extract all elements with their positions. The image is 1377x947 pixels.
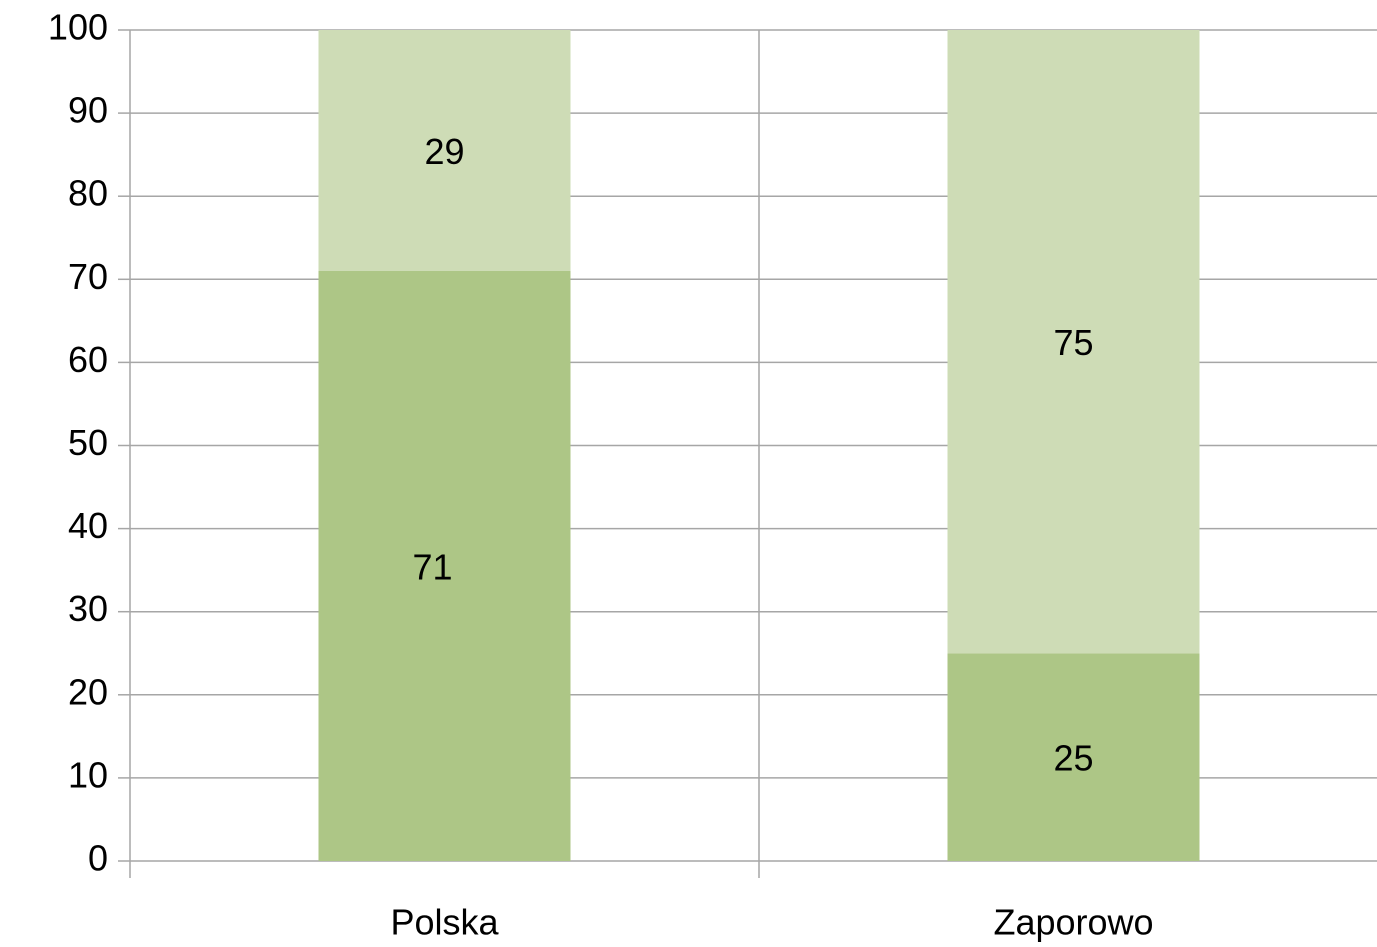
y-tick-label: 60 (68, 339, 108, 380)
y-tick-label: 0 (88, 838, 108, 879)
bar-segment (318, 30, 571, 271)
data-label: 71 (412, 547, 452, 588)
x-tick-label: Polska (390, 902, 499, 943)
bar-segment (947, 653, 1200, 861)
y-tick-label: 50 (68, 422, 108, 463)
data-label: 75 (1053, 322, 1093, 363)
y-tick-label: 70 (68, 256, 108, 297)
y-tick-label: 90 (68, 90, 108, 131)
y-tick-label: 30 (68, 588, 108, 629)
y-tick-label: 20 (68, 671, 108, 712)
y-tick-label: 80 (68, 173, 108, 214)
y-tick-label: 100 (48, 7, 108, 48)
x-tick-label: Zaporowo (993, 902, 1153, 943)
data-label: 25 (1053, 738, 1093, 779)
bar-segment (947, 30, 1200, 654)
y-tick-label: 40 (68, 505, 108, 546)
y-tick-label: 10 (68, 754, 108, 795)
data-label: 29 (424, 131, 464, 172)
bar-segment (318, 270, 571, 861)
